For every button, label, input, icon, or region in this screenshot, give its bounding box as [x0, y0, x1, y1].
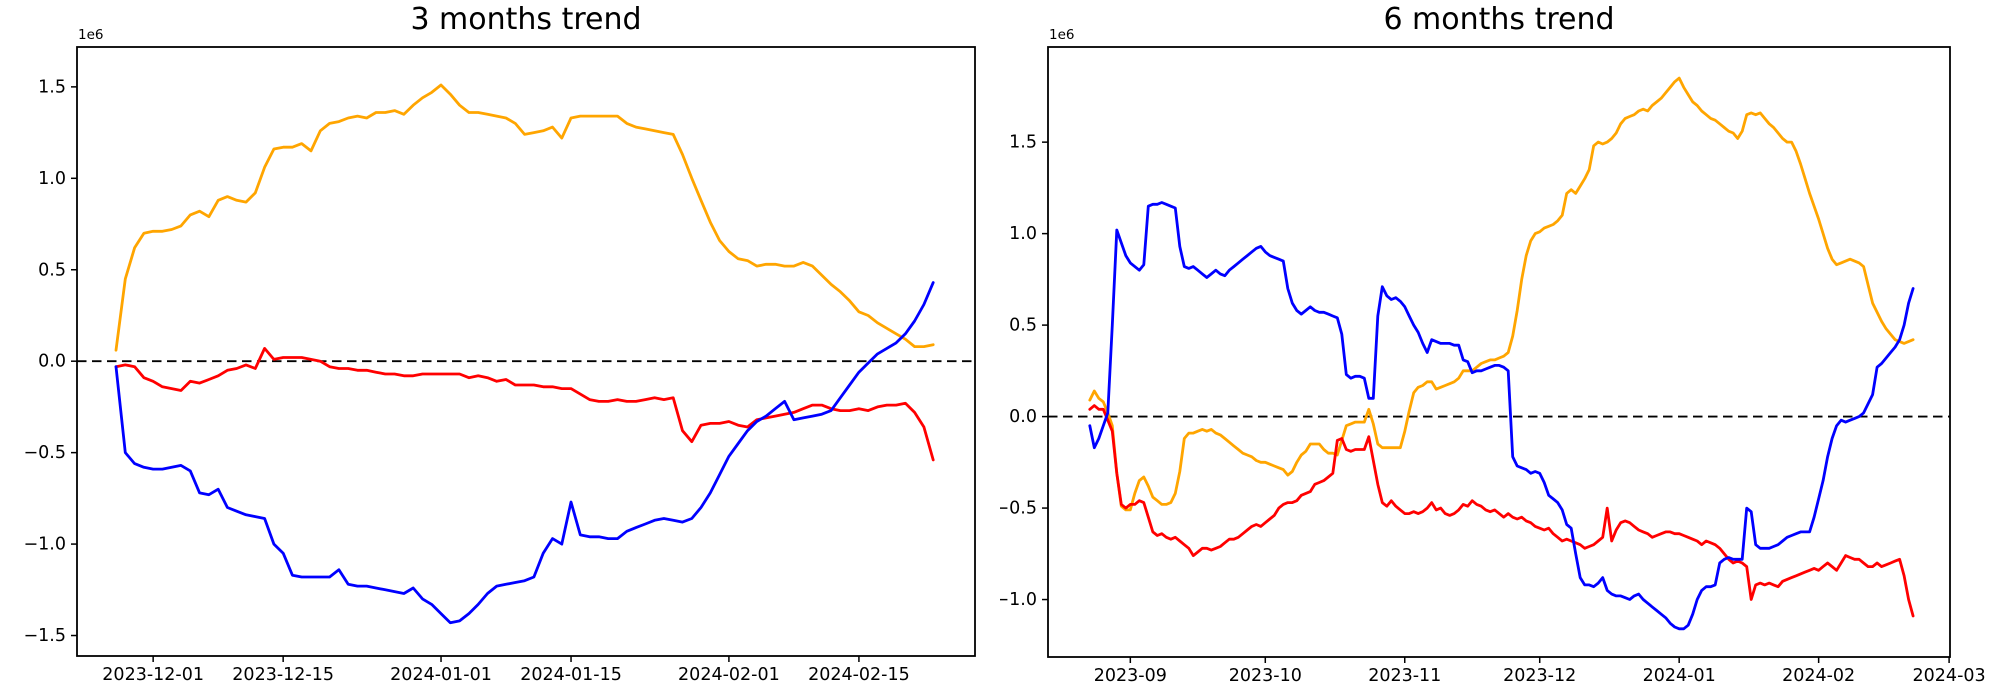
y-tick-label: 1.0 [1009, 224, 1037, 244]
x-tick-label: 2024-01 [1643, 666, 1716, 686]
y-tick-label: −0.5 [24, 443, 67, 463]
y-tick-label: −1.0 [24, 535, 67, 555]
x-tick-label: 2024-02-15 [808, 665, 910, 685]
x-tick-label: 2023-11 [1368, 666, 1441, 686]
x-tick-label: 2024-02 [1782, 666, 1855, 686]
plot-spine [76, 46, 976, 657]
x-tick-label: 2023-12 [1503, 666, 1576, 686]
y-tick-label: 1.5 [1009, 133, 1037, 153]
x-tick-label: 2023-10 [1229, 666, 1302, 686]
series-line-red [1088, 404, 1915, 618]
series-line-blue [1088, 201, 1915, 631]
series-line-orange [1088, 76, 1915, 512]
y-tick-label: 1.5 [38, 77, 66, 97]
plot-area-3-months: 1.5 1.0 0.5 0.0 −0.5 −1.0 −1.5 2023-12-01 2023-1… [24, 46, 976, 685]
x-tick-label: 2023-12-15 [232, 665, 334, 685]
chart-3-months-trend: 3 months trend 1e6 1.5 1.0 0.5 0.0 −0.5 −1.0 −… [24, 2, 976, 685]
y-axis-offset-text-1e6: 1e6 [1049, 27, 1075, 43]
y-tick-label: 0.5 [1009, 316, 1037, 336]
y-tick-label: 1.0 [38, 169, 66, 189]
x-tick-label: 2024-01-01 [390, 665, 492, 685]
y-tick-label: 0.0 [1009, 407, 1037, 427]
x-tick-label: 2024-03 [1913, 666, 1986, 686]
x-tick-label: 2024-02-01 [678, 665, 780, 685]
x-tick-label: 2023-09 [1094, 666, 1167, 686]
chart-title-3-months: 3 months trend [410, 2, 642, 37]
series-line-red [114, 346, 935, 462]
y-tick-label: −0.5 [1000, 499, 1037, 519]
series-line-orange [114, 83, 935, 352]
series-line-blue [114, 281, 935, 625]
y-tick-label: −1.5 [24, 626, 67, 646]
plot-spine [1047, 46, 1951, 658]
plot-area-6-months: 1.5 1.0 0.5 0.0 −0.5 −1.0 2023-09 2023-10 2023-1… [1000, 46, 1986, 686]
x-tick-label: 2023-12-01 [102, 665, 204, 685]
y-axis-offset-text-1e6: 1e6 [78, 27, 104, 43]
y-tick-label: 0.0 [38, 352, 66, 372]
chart-title-6-months: 6 months trend [1383, 2, 1615, 37]
chart-6-months-trend: 6 months trend 1e6 1.5 1.0 0.5 0.0 −0.5 −1.0 2… [1000, 0, 2000, 700]
y-tick-label: −1.0 [1000, 590, 1037, 610]
x-tick-label: 2024-01-15 [520, 665, 622, 685]
y-tick-label: 0.5 [38, 260, 66, 280]
